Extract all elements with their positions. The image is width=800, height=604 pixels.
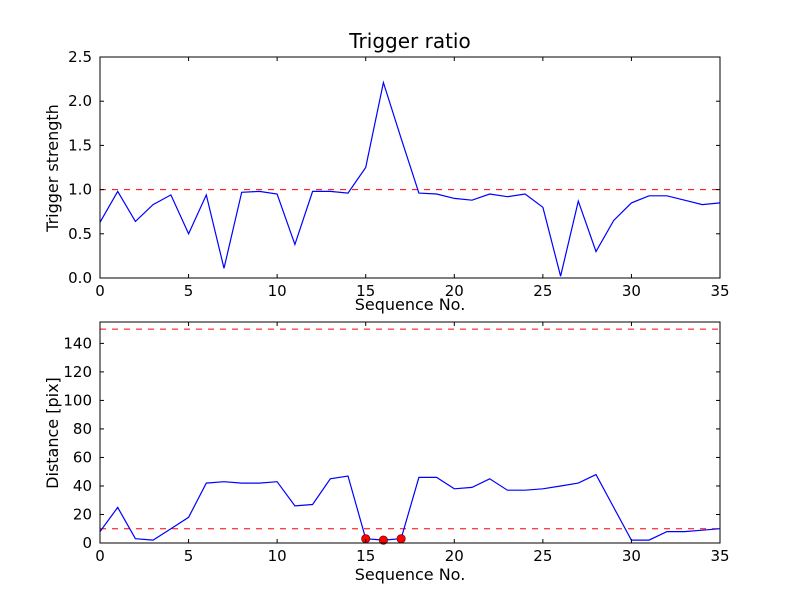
x-tick-label: 15 xyxy=(356,282,375,300)
chart-title: Trigger ratio xyxy=(348,29,470,53)
x-tick-label: 25 xyxy=(533,547,552,565)
scatter-point-trigger-events xyxy=(396,534,406,544)
scatter-point-trigger-events xyxy=(378,535,388,545)
bottom-axes-distance: 0 5 10 15 20 25 30 35 0 20 40 60 80 100 120 140 xyxy=(63,321,730,565)
top-x-axis-label: Sequence No. xyxy=(355,295,466,314)
y-tick-label: 1.5 xyxy=(68,136,92,154)
x-tick-label: 20 xyxy=(445,547,464,565)
series-distance xyxy=(99,473,721,541)
y-tick-label: 0 xyxy=(82,534,92,552)
series-trigger-strength xyxy=(99,80,721,277)
x-tick-label: 5 xyxy=(184,547,194,565)
x-tick-label: 10 xyxy=(268,547,287,565)
x-tick-label: 35 xyxy=(710,282,729,300)
axes-frame xyxy=(99,321,721,544)
x-tick-label: 0 xyxy=(95,282,105,300)
x-tick-label: 25 xyxy=(533,282,552,300)
y-tick-label: 140 xyxy=(63,334,92,352)
y-tick-label: 100 xyxy=(63,391,92,409)
y-tick-label: 0.0 xyxy=(68,269,92,287)
x-tick-label: 35 xyxy=(710,547,729,565)
y-tick-label: 40 xyxy=(73,477,92,495)
bottom-x-axis-label: Sequence No. xyxy=(355,565,466,584)
axes-frame xyxy=(99,56,721,279)
y-tick-label: 1.0 xyxy=(68,181,92,199)
top-axes-trigger-ratio: 0 5 10 15 20 25 30 35 0.0 0.5 1.0 1.5 2.0 2.5 xyxy=(68,48,729,300)
y-tick-label: 120 xyxy=(63,363,92,381)
x-tick-label: 10 xyxy=(268,282,287,300)
bottom-y-axis-label: Distance [pix] xyxy=(43,377,62,489)
y-tick-label: 2.5 xyxy=(68,48,92,66)
x-tick-label: 20 xyxy=(445,282,464,300)
x-tick-label: 5 xyxy=(184,282,194,300)
x-tick-label: 30 xyxy=(622,282,641,300)
y-tick-label: 60 xyxy=(73,448,92,466)
x-tick-label: 0 xyxy=(95,547,105,565)
top-y-axis-label: Trigger strength xyxy=(43,104,62,233)
y-tick-label: 0.5 xyxy=(68,225,92,243)
x-tick-label: 30 xyxy=(622,547,641,565)
y-tick-label: 20 xyxy=(73,505,92,523)
y-tick-label: 80 xyxy=(73,420,92,438)
x-tick-label: 15 xyxy=(356,547,375,565)
y-tick-label: 2.0 xyxy=(68,92,92,110)
